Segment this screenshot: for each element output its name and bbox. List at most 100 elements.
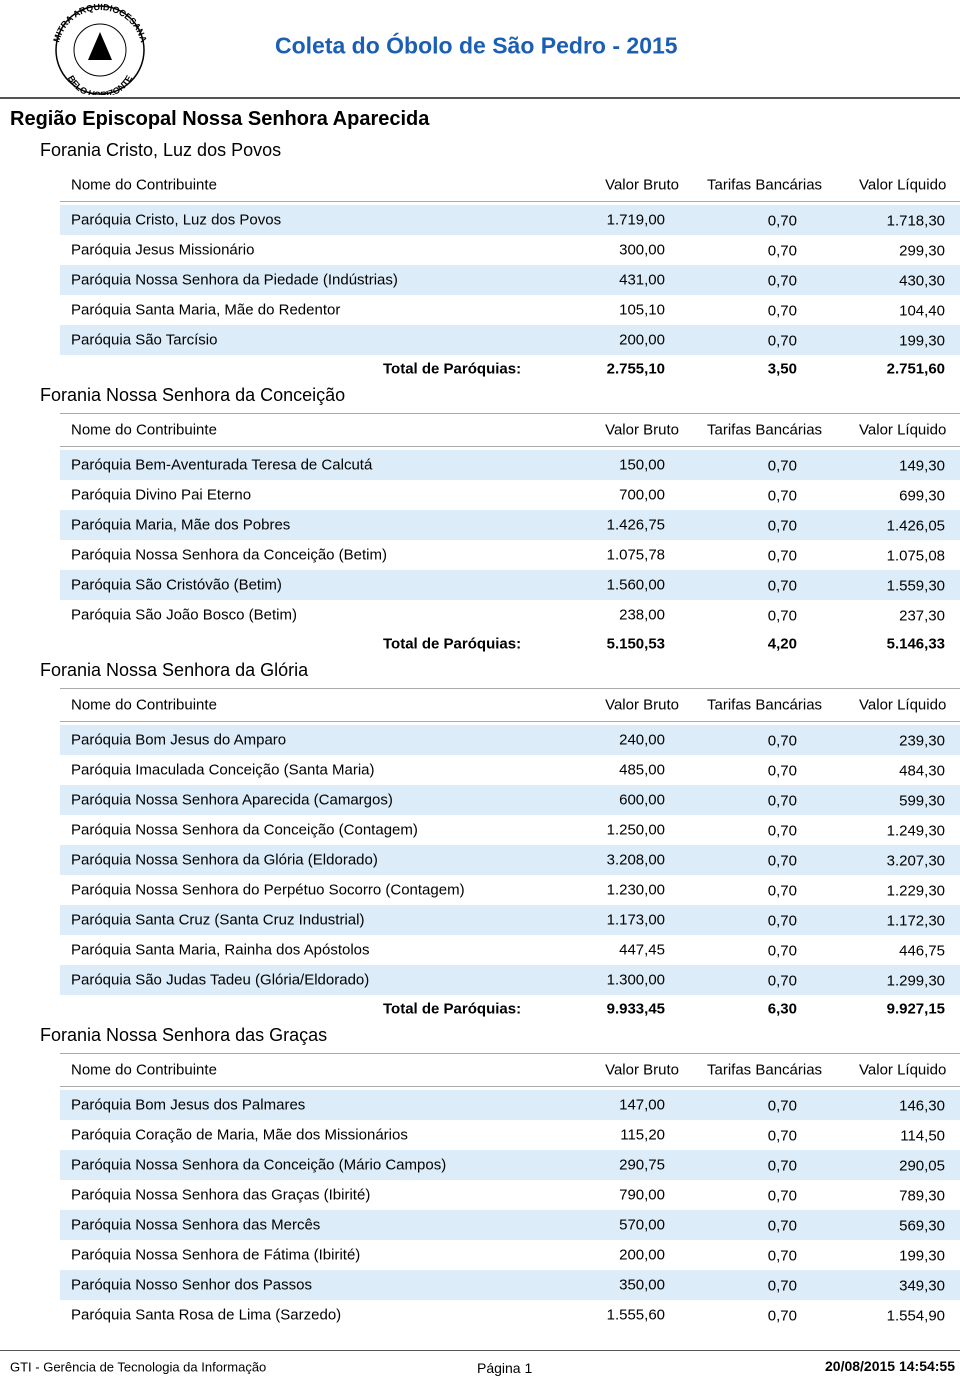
column-header: Nome do Contribuinte <box>71 1061 217 1079</box>
cell-net: 1.559,30 <box>886 577 945 595</box>
cell-name: Paróquia Nossa Senhora de Fátima (Ibirit… <box>71 1246 361 1264</box>
cell-name: Paróquia Imaculada Conceição (Santa Mari… <box>71 761 375 779</box>
rule <box>60 688 960 689</box>
cell-net: 446,75 <box>899 942 945 960</box>
cell-name: Paróquia Nosso Senhor dos Passos <box>71 1276 312 1294</box>
cell-fee: 0,70 <box>767 1307 797 1325</box>
cell-name: Paróquia Santa Rosa de Lima (Sarzedo) <box>71 1306 342 1324</box>
cell-name: Paróquia Nossa Senhora das Graças (Ibiri… <box>71 1186 371 1204</box>
cell-gross: 200,00 <box>619 1246 665 1264</box>
cell-gross: 570,00 <box>619 1216 665 1234</box>
cell-name: Paróquia Nossa Senhora da Glória (Eldora… <box>71 851 378 869</box>
cell-name: Paróquia São Cristóvão (Betim) <box>71 576 282 594</box>
cell-gross: 150,00 <box>619 456 665 474</box>
cell-gross: 147,00 <box>619 1096 665 1114</box>
row-band <box>60 785 960 815</box>
total-fee: 6,30 <box>767 1000 797 1018</box>
column-header: Valor Bruto <box>605 421 679 439</box>
row-band <box>60 570 960 600</box>
region-title: Região Episcopal Nossa Senhora Aparecida <box>10 108 430 130</box>
rule <box>60 1086 960 1087</box>
rule <box>60 721 960 722</box>
cell-name: Paróquia Bom Jesus dos Palmares <box>71 1096 306 1114</box>
cell-net: 1.172,30 <box>886 912 945 930</box>
cell-net: 569,30 <box>899 1217 945 1235</box>
rule <box>60 413 960 414</box>
column-header: Nome do Contribuinte <box>71 696 217 714</box>
logo-bottom-text: BELO HORIZONTE <box>66 74 135 95</box>
cell-gross: 1.560,00 <box>606 576 665 594</box>
cell-net: 114,50 <box>900 1127 945 1145</box>
cell-fee: 0,70 <box>767 547 797 565</box>
cell-name: Paróquia Bom Jesus do Amparo <box>71 731 287 749</box>
cell-fee: 0,70 <box>767 1187 797 1205</box>
cell-fee: 0,70 <box>767 242 797 260</box>
forania-title: Forania Cristo, Luz dos Povos <box>40 140 282 160</box>
rule <box>60 201 960 202</box>
cell-fee: 0,70 <box>767 912 797 930</box>
cell-net: 149,30 <box>899 457 945 475</box>
cell-fee: 0,70 <box>767 577 797 595</box>
column-header: Tarifas Bancárias <box>707 176 823 194</box>
cell-fee: 0,70 <box>767 1247 797 1265</box>
cell-gross: 1.555,60 <box>606 1306 665 1324</box>
cell-fee: 0,70 <box>767 1217 797 1235</box>
cell-gross: 790,00 <box>619 1186 665 1204</box>
total-fee: 4,20 <box>767 635 797 653</box>
cell-net: 3.207,30 <box>886 852 945 870</box>
column-header: Tarifas Bancárias <box>707 421 823 439</box>
cell-name: Paróquia Maria, Mãe dos Pobres <box>71 516 291 534</box>
cell-name: Paróquia São Judas Tadeu (Glória/Eldorad… <box>71 971 370 989</box>
cell-gross: 105,10 <box>619 301 665 319</box>
row-band <box>60 725 960 755</box>
total-net: 9.927,15 <box>886 1000 945 1018</box>
cell-name: Paróquia Nossa Senhora da Conceição (Már… <box>71 1156 447 1174</box>
forania-title: Forania Nossa Senhora da Conceição <box>40 385 346 405</box>
total-net: 2.751,60 <box>886 360 945 378</box>
cell-net: 237,30 <box>899 607 945 625</box>
cell-gross: 238,00 <box>619 606 665 624</box>
cell-fee: 0,70 <box>767 852 797 870</box>
cell-gross: 1.075,78 <box>606 546 665 564</box>
cell-fee: 0,70 <box>767 762 797 780</box>
cell-net: 299,30 <box>899 242 945 260</box>
cell-name: Paróquia Nossa Senhora das Mercês <box>71 1216 321 1234</box>
header-rule <box>0 97 960 99</box>
column-header: Tarifas Bancárias <box>707 1061 823 1079</box>
cell-name: Paróquia Nossa Senhora da Piedade (Indús… <box>71 271 398 289</box>
cell-fee: 0,70 <box>767 272 797 290</box>
total-label: Total de Paróquias: <box>383 635 522 653</box>
cell-fee: 0,70 <box>767 332 797 350</box>
rule <box>60 1053 960 1054</box>
cell-net: 1.075,08 <box>886 547 945 565</box>
row-band <box>60 1150 960 1180</box>
cell-net: 430,30 <box>899 272 945 290</box>
footer-right: 20/08/2015 14:54:55 <box>825 1358 955 1374</box>
row-band <box>60 265 960 295</box>
cell-fee: 0,70 <box>767 517 797 535</box>
cell-fee: 0,70 <box>767 792 797 810</box>
cell-name: Paróquia Santa Maria, Mãe do Redentor <box>71 301 341 319</box>
logo: MITRA ARQUIDIOCESANA BELO HORIZONTE <box>51 2 149 95</box>
cell-name: Paróquia Coração de Maria, Mãe dos Missi… <box>71 1126 408 1144</box>
cell-net: 484,30 <box>899 762 945 780</box>
forania-title: Forania Nossa Senhora das Graças <box>40 1025 328 1045</box>
total-label: Total de Paróquias: <box>383 1000 522 1018</box>
row-band <box>60 1090 960 1120</box>
total-gross: 9.933,45 <box>606 1000 665 1018</box>
rule <box>60 446 960 447</box>
row-band <box>60 1270 960 1300</box>
row-band <box>60 965 960 995</box>
cell-fee: 0,70 <box>767 732 797 750</box>
cell-fee: 0,70 <box>767 882 797 900</box>
cell-net: 699,30 <box>899 487 945 505</box>
cell-name: Paróquia Jesus Missionário <box>71 241 255 259</box>
cell-net: 104,40 <box>899 302 945 320</box>
footer-center: Página 1 <box>477 1360 533 1376</box>
cell-gross: 200,00 <box>619 331 665 349</box>
cell-name: Paróquia São João Bosco (Betim) <box>71 606 297 624</box>
cell-gross: 350,00 <box>619 1276 665 1294</box>
cell-gross: 485,00 <box>619 761 665 779</box>
cell-name: Paróquia Nossa Senhora do Perpétuo Socor… <box>71 881 465 899</box>
footer-left: GTI - Gerência de Tecnologia da Informaç… <box>10 1359 267 1375</box>
